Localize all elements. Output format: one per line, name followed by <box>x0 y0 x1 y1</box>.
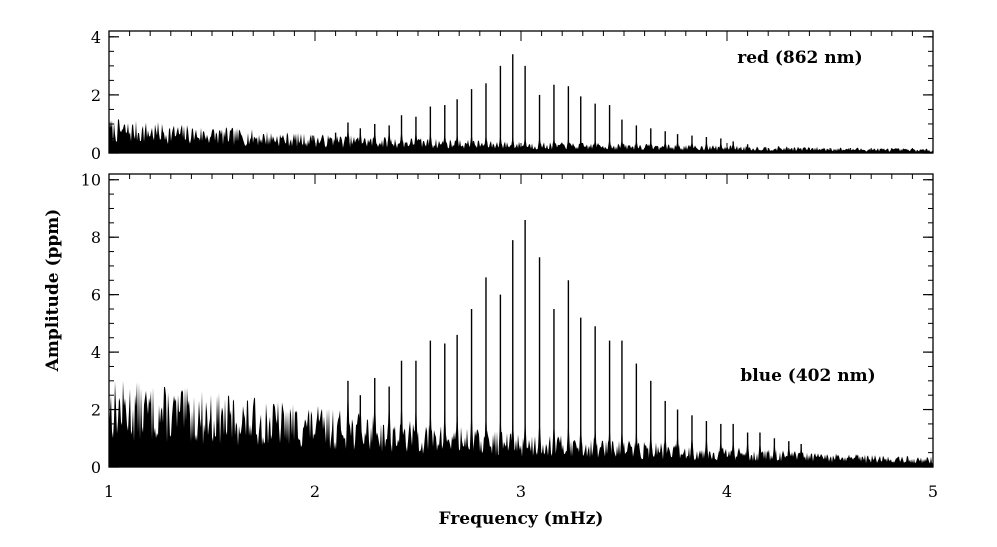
bottom-spectrum-data <box>109 219 933 467</box>
top-peak-base-8 <box>427 130 433 153</box>
y-axis-title: Amplitude (ppm) <box>43 209 63 373</box>
bottom-peak-base-32 <box>786 442 792 467</box>
top-peak-base-15 <box>522 135 528 153</box>
bottom-peak-base-19 <box>607 424 613 467</box>
top-peak-base-19 <box>578 137 584 153</box>
top-peak-base-24 <box>648 139 654 153</box>
top-ytick-label: 4 <box>91 28 101 47</box>
top-peak-base-30 <box>730 141 736 153</box>
top-panel-frame <box>108 30 934 154</box>
xtick-label: 5 <box>928 482 938 501</box>
bottom-peak-base-6 <box>427 401 433 467</box>
bottom-peak-base-7 <box>442 403 448 467</box>
top-peak-base-5 <box>386 128 392 153</box>
bottom-ytick-label: 10 <box>81 171 101 190</box>
bottom-peak-base-23 <box>662 429 668 467</box>
top-peak-base-20 <box>592 137 598 153</box>
bottom-peak-base-2 <box>372 388 378 467</box>
bottom-panel-frame <box>108 173 934 468</box>
bottom-peak-base-28 <box>730 436 736 467</box>
top-panel-label: red (862 nm) <box>737 48 862 68</box>
top-peak-base-10 <box>454 132 460 153</box>
top-peak-base-6 <box>399 129 405 153</box>
bottom-peak-base-10 <box>483 410 489 467</box>
bottom-peak-base-30 <box>757 439 763 467</box>
bottom-peak-base-1 <box>357 395 363 467</box>
bottom-peak-base-31 <box>771 440 777 467</box>
top-peak-base-28 <box>703 140 709 153</box>
top-peak-base-4 <box>372 127 378 153</box>
top-peak-base-3 <box>357 128 363 153</box>
xtick-label: 4 <box>722 482 732 501</box>
bottom-peak-base-13 <box>522 415 528 467</box>
bottom-ytick-label: 0 <box>91 458 101 477</box>
bottom-noise-floor <box>109 380 933 467</box>
xtick-label: 1 <box>104 482 114 501</box>
top-peak-base-12 <box>483 133 489 153</box>
top-peak-base-27 <box>689 140 695 153</box>
bottom-peak-base-5 <box>413 399 419 467</box>
bottom-peak-base-12 <box>510 414 516 467</box>
top-peak-base-26 <box>675 140 681 153</box>
bottom-peak-base-18 <box>592 422 598 467</box>
top-peak-base-7 <box>413 129 419 153</box>
bottom-peak-base-15 <box>551 418 557 467</box>
top-peak-base-22 <box>619 138 625 153</box>
bottom-ytick-label: 8 <box>91 228 101 247</box>
bottom-peak-base-14 <box>537 417 543 467</box>
bottom-peak-base-4 <box>399 395 405 467</box>
top-peak-base-0 <box>310 135 316 153</box>
bottom-peak-base-17 <box>578 421 584 467</box>
bottom-peak-base-26 <box>703 433 709 467</box>
bottom-peak-base-0 <box>345 382 351 467</box>
top-peak-base-17 <box>551 136 557 153</box>
bottom-peak-base-8 <box>454 405 460 467</box>
top-ytick-label: 2 <box>91 86 101 105</box>
xtick-label: 2 <box>310 482 320 501</box>
top-peak-base-2 <box>345 126 351 153</box>
xtick-label: 3 <box>516 482 526 501</box>
bottom-peak-base-25 <box>689 432 695 467</box>
bottom-ytick-label: 2 <box>91 401 101 420</box>
top-peak-base-18 <box>565 137 571 153</box>
top-peak-base-9 <box>442 131 448 153</box>
x-axis-title: Frequency (mHz) <box>439 509 604 529</box>
top-peak-base-29 <box>718 141 724 153</box>
top-peak-base-25 <box>662 139 668 153</box>
bottom-ytick-label: 6 <box>91 286 101 305</box>
bottom-peak-base-22 <box>648 428 654 467</box>
bottom-panel-label: blue (402 nm) <box>740 366 875 386</box>
bottom-peak-base-9 <box>469 407 475 467</box>
top-peak-base-14 <box>510 135 516 153</box>
top-peak-base-16 <box>537 136 543 153</box>
top-peak-base-23 <box>633 138 639 153</box>
top-peak-base-1 <box>333 132 339 153</box>
top-peak-base-11 <box>469 132 475 153</box>
top-panel-red: 0 2 4 red (862 nm) <box>91 28 934 163</box>
top-peak-base-21 <box>607 138 613 153</box>
top-axis-ticks: 0 2 4 <box>91 28 934 163</box>
top-ytick-label: 0 <box>91 144 101 163</box>
bottom-ytick-label: 4 <box>91 343 101 362</box>
bottom-peak-base-29 <box>745 438 751 467</box>
bottom-peak-base-33 <box>798 444 804 467</box>
bottom-peak-base-20 <box>619 425 625 467</box>
bottom-peak-base-16 <box>565 420 571 467</box>
bottom-peak-base-27 <box>718 435 724 467</box>
bottom-peak-base-3 <box>386 392 392 467</box>
bottom-peak-base-24 <box>675 431 681 467</box>
top-peak-base-13 <box>497 134 503 153</box>
bottom-peak-base-11 <box>497 412 503 467</box>
bottom-peak-base-21 <box>633 426 639 467</box>
top-spectrum-data <box>109 54 933 153</box>
